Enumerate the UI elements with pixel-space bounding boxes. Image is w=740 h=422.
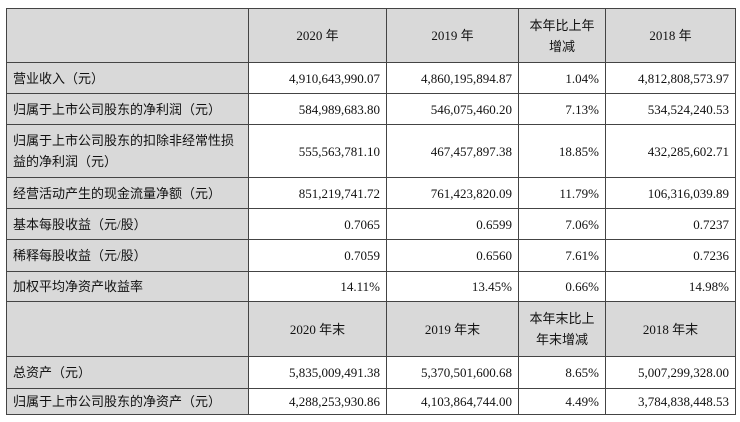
value-cell: 546,075,460.20 — [386, 93, 519, 125]
header-cell: 2019 年 — [386, 8, 519, 63]
row-label: 稀释每股收益（元/股） — [6, 239, 249, 272]
value-cell: 14.98% — [605, 271, 736, 302]
table-row: 营业收入（元） 4,910,643,990.07 4,860,195,894.87 1… — [6, 62, 736, 94]
value-cell: 4,103,864,744.00 — [386, 388, 519, 415]
value-cell: 3,784,838,448.53 — [605, 388, 736, 415]
value-cell: 534,524,240.53 — [605, 93, 736, 125]
header-cell: 2020 年 — [248, 8, 387, 63]
value-cell: 0.6560 — [386, 239, 519, 272]
value-cell: 4.49% — [518, 388, 606, 415]
header-cell: 2020 年末 — [248, 301, 387, 357]
value-cell: 0.7236 — [605, 239, 736, 272]
row-label: 归属于上市公司股东的扣除非经常性损益的净利润（元） — [6, 124, 249, 178]
value-cell: 7.61% — [518, 239, 606, 272]
value-cell: 0.7237 — [605, 208, 736, 240]
table-row: 基本每股收益（元/股） 0.7065 0.6599 7.06% 0.7237 — [6, 208, 736, 240]
value-cell: 4,288,253,930.86 — [248, 388, 387, 415]
value-cell: 0.6599 — [386, 208, 519, 240]
value-cell: 4,812,808,573.97 — [605, 62, 736, 94]
row-label: 归属于上市公司股东的净利润（元） — [6, 93, 249, 125]
header-cell — [6, 8, 249, 63]
table-row: 稀释每股收益（元/股） 0.7059 0.6560 7.61% 0.7236 — [6, 239, 736, 272]
value-cell: 106,316,039.89 — [605, 177, 736, 209]
header-cell: 本年比上年增减 — [518, 8, 606, 63]
value-cell: 555,563,781.10 — [248, 124, 387, 178]
table-row: 归属于上市公司股东的净资产（元） 4,288,253,930.86 4,103,86… — [6, 388, 736, 415]
value-cell: 7.06% — [518, 208, 606, 240]
value-cell: 0.7059 — [248, 239, 387, 272]
table-row: 总资产（元） 5,835,009,491.38 5,370,501,600.68 8.… — [6, 356, 736, 389]
header-cell: 2018 年末 — [605, 301, 736, 357]
value-cell: 5,370,501,600.68 — [386, 356, 519, 389]
value-cell: 1.04% — [518, 62, 606, 94]
value-cell: 14.11% — [248, 271, 387, 302]
value-cell: 851,219,741.72 — [248, 177, 387, 209]
financial-summary-table: 2020 年 2019 年本年比上年增减 2018 年营业收入（元） 4,910,64… — [6, 8, 736, 415]
value-cell: 11.79% — [518, 177, 606, 209]
value-cell: 5,007,299,328.00 — [605, 356, 736, 389]
value-cell: 0.66% — [518, 271, 606, 302]
header-cell: 2019 年末 — [386, 301, 519, 357]
row-label: 经营活动产生的现金流量净额（元） — [6, 177, 249, 209]
header-row: 2020 年 2019 年本年比上年增减 2018 年 — [6, 8, 736, 63]
value-cell: 7.13% — [518, 93, 606, 125]
value-cell: 432,285,602.71 — [605, 124, 736, 178]
header-cell: 本年末比上年末增减 — [518, 301, 606, 357]
row-label: 总资产（元） — [6, 356, 249, 389]
value-cell: 467,457,897.38 — [386, 124, 519, 178]
table-row: 加权平均净资产收益率 14.11% 13.45% 0.66% 14.98% — [6, 271, 736, 302]
table-row: 归属于上市公司股东的净利润（元） 584,989,683.80 546,075,46… — [6, 93, 736, 125]
row-label: 营业收入（元） — [6, 62, 249, 94]
header-row: 2020 年末 2019 年末 本年末比上年末增减 2018 年末 — [6, 301, 736, 357]
row-label: 加权平均净资产收益率 — [6, 271, 249, 302]
table-row: 归属于上市公司股东的扣除非经常性损益的净利润（元） 555,563,781.10 4… — [6, 124, 736, 178]
value-cell: 0.7065 — [248, 208, 387, 240]
value-cell: 4,860,195,894.87 — [386, 62, 519, 94]
header-cell — [6, 301, 249, 357]
value-cell: 5,835,009,491.38 — [248, 356, 387, 389]
value-cell: 18.85% — [518, 124, 606, 178]
row-label: 归属于上市公司股东的净资产（元） — [6, 388, 249, 415]
value-cell: 8.65% — [518, 356, 606, 389]
table-row: 经营活动产生的现金流量净额（元） 851,219,741.72 761,423,82… — [6, 177, 736, 209]
value-cell: 584,989,683.80 — [248, 93, 387, 125]
value-cell: 761,423,820.09 — [386, 177, 519, 209]
header-cell: 2018 年 — [605, 8, 736, 63]
value-cell: 4,910,643,990.07 — [248, 62, 387, 94]
value-cell: 13.45% — [386, 271, 519, 302]
row-label: 基本每股收益（元/股） — [6, 208, 249, 240]
